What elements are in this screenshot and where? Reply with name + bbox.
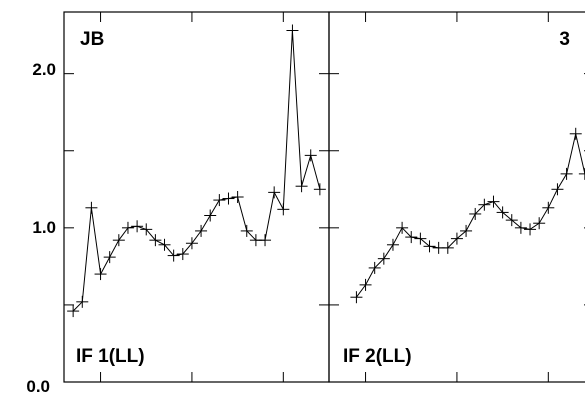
data-point [487,195,500,208]
data-point [359,278,372,291]
data-point [569,127,582,140]
panel-frame [328,11,585,383]
data-point [514,221,527,234]
series-line [355,133,585,298]
data-point [231,191,244,203]
data-point [524,223,537,236]
data-point [176,248,189,261]
series-if1 [67,24,326,318]
data-point [103,251,116,264]
data-point [222,192,235,205]
data-point [167,249,180,262]
data-point [112,234,125,247]
data-point [350,291,363,304]
data-point [213,194,226,207]
data-point [277,203,290,216]
data-point [478,198,491,211]
series-if2 [350,127,585,304]
data-point [85,201,98,214]
data-point [158,238,171,251]
data-point [542,201,555,214]
data-point [94,268,107,281]
data-point [313,183,326,196]
data-point [533,217,546,230]
data-point [240,224,253,237]
panel-bottom-label: IF 1(LL) [76,346,145,367]
data-point [140,223,153,236]
data-point [450,232,463,245]
data-point [204,209,217,222]
data-point [460,224,473,237]
data-point [368,261,381,274]
y-tick-label-2-0: 2.0 [32,60,56,79]
data-point [414,232,427,245]
data-point [560,167,573,180]
data-point [396,221,409,234]
y-tick-label-1-0: 1.0 [32,218,56,237]
data-point [121,221,134,234]
data-point [441,241,454,254]
data-point [286,24,299,37]
data-point [67,305,80,318]
data-point [185,237,198,250]
panel-frame [63,11,330,383]
data-point [551,183,564,196]
data-point [496,206,509,219]
data-point [259,234,272,247]
data-point [131,220,144,233]
tick-marks [64,12,329,383]
data-point [377,252,390,265]
data-point [405,231,418,244]
y-tick-label-0-0: 0.0 [26,377,50,393]
panel-if1: JB IF 1(LL) [63,11,330,383]
data-point [469,207,482,220]
data-point [76,295,89,308]
tick-marks [329,12,585,383]
data-point [386,238,399,251]
data-point [149,234,162,247]
data-point [505,214,518,227]
data-point [268,186,281,199]
panel-bottom-label: IF 2(LL) [343,346,412,367]
data-point [295,180,308,193]
series-line [72,30,321,312]
data-point [195,224,208,237]
panel-top-left-label: JB [80,29,104,50]
panel-if2: 3 IF 2(LL) [328,11,585,383]
data-point [304,149,317,162]
data-point [423,240,436,253]
panel-top-right-label: 3 [559,29,570,50]
